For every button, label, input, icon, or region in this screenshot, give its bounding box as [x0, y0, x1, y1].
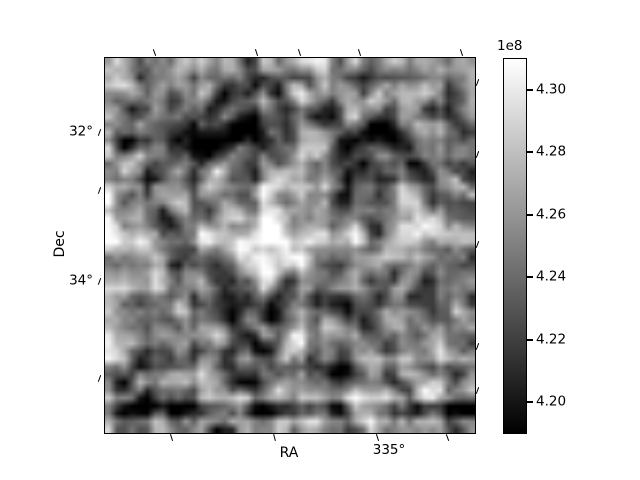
right-tick-1	[476, 150, 480, 158]
colorbar[interactable]	[503, 58, 527, 434]
y-tick-label-1: 34°	[69, 272, 93, 289]
top-tick-0	[153, 48, 157, 56]
colorbar-tick-5	[526, 401, 533, 403]
colorbar-tick-2	[526, 214, 533, 216]
x-tick-label-0: 335°	[372, 442, 406, 458]
colorbar-tick-4	[526, 339, 533, 341]
x-tick-minor-2	[446, 433, 450, 441]
y-axis-label: Dec	[52, 230, 68, 258]
y-tick-minor-1	[98, 374, 102, 382]
colorbar-tick-label-2: 4.26	[536, 206, 567, 223]
x-tick-minor-1	[273, 433, 277, 441]
colorbar-gradient	[504, 59, 526, 433]
colorbar-offset-text: 1e8	[497, 38, 523, 54]
right-tick-4	[476, 386, 480, 394]
y-tick-label-0: 32°	[69, 123, 93, 140]
top-tick-3	[358, 48, 362, 56]
y-tick-0	[98, 128, 102, 136]
top-tick-4	[460, 48, 464, 56]
right-tick-0	[476, 78, 480, 86]
colorbar-tick-1	[526, 151, 533, 153]
colorbar-tick-label-4: 4.22	[536, 331, 567, 348]
x-tick-minor-0	[170, 433, 174, 441]
y-tick-1	[98, 277, 102, 285]
y-tick-minor-0	[98, 186, 102, 194]
right-tick-3	[476, 342, 480, 350]
colorbar-tick-label-5: 4.20	[536, 393, 567, 410]
top-tick-1	[255, 48, 259, 56]
x-tick-0	[376, 433, 380, 441]
colorbar-tick-0	[526, 89, 533, 91]
sky-heatmap	[105, 58, 475, 433]
top-tick-2	[298, 48, 302, 56]
colorbar-tick-label-0: 4.30	[536, 81, 567, 98]
colorbar-tick-label-1: 4.28	[536, 143, 567, 160]
x-axis-label: RA	[279, 445, 299, 461]
right-tick-2	[476, 240, 480, 248]
sky-image-axes[interactable]	[104, 57, 476, 434]
colorbar-tick-3	[526, 276, 533, 278]
colorbar-tick-label-3: 4.24	[536, 268, 567, 285]
